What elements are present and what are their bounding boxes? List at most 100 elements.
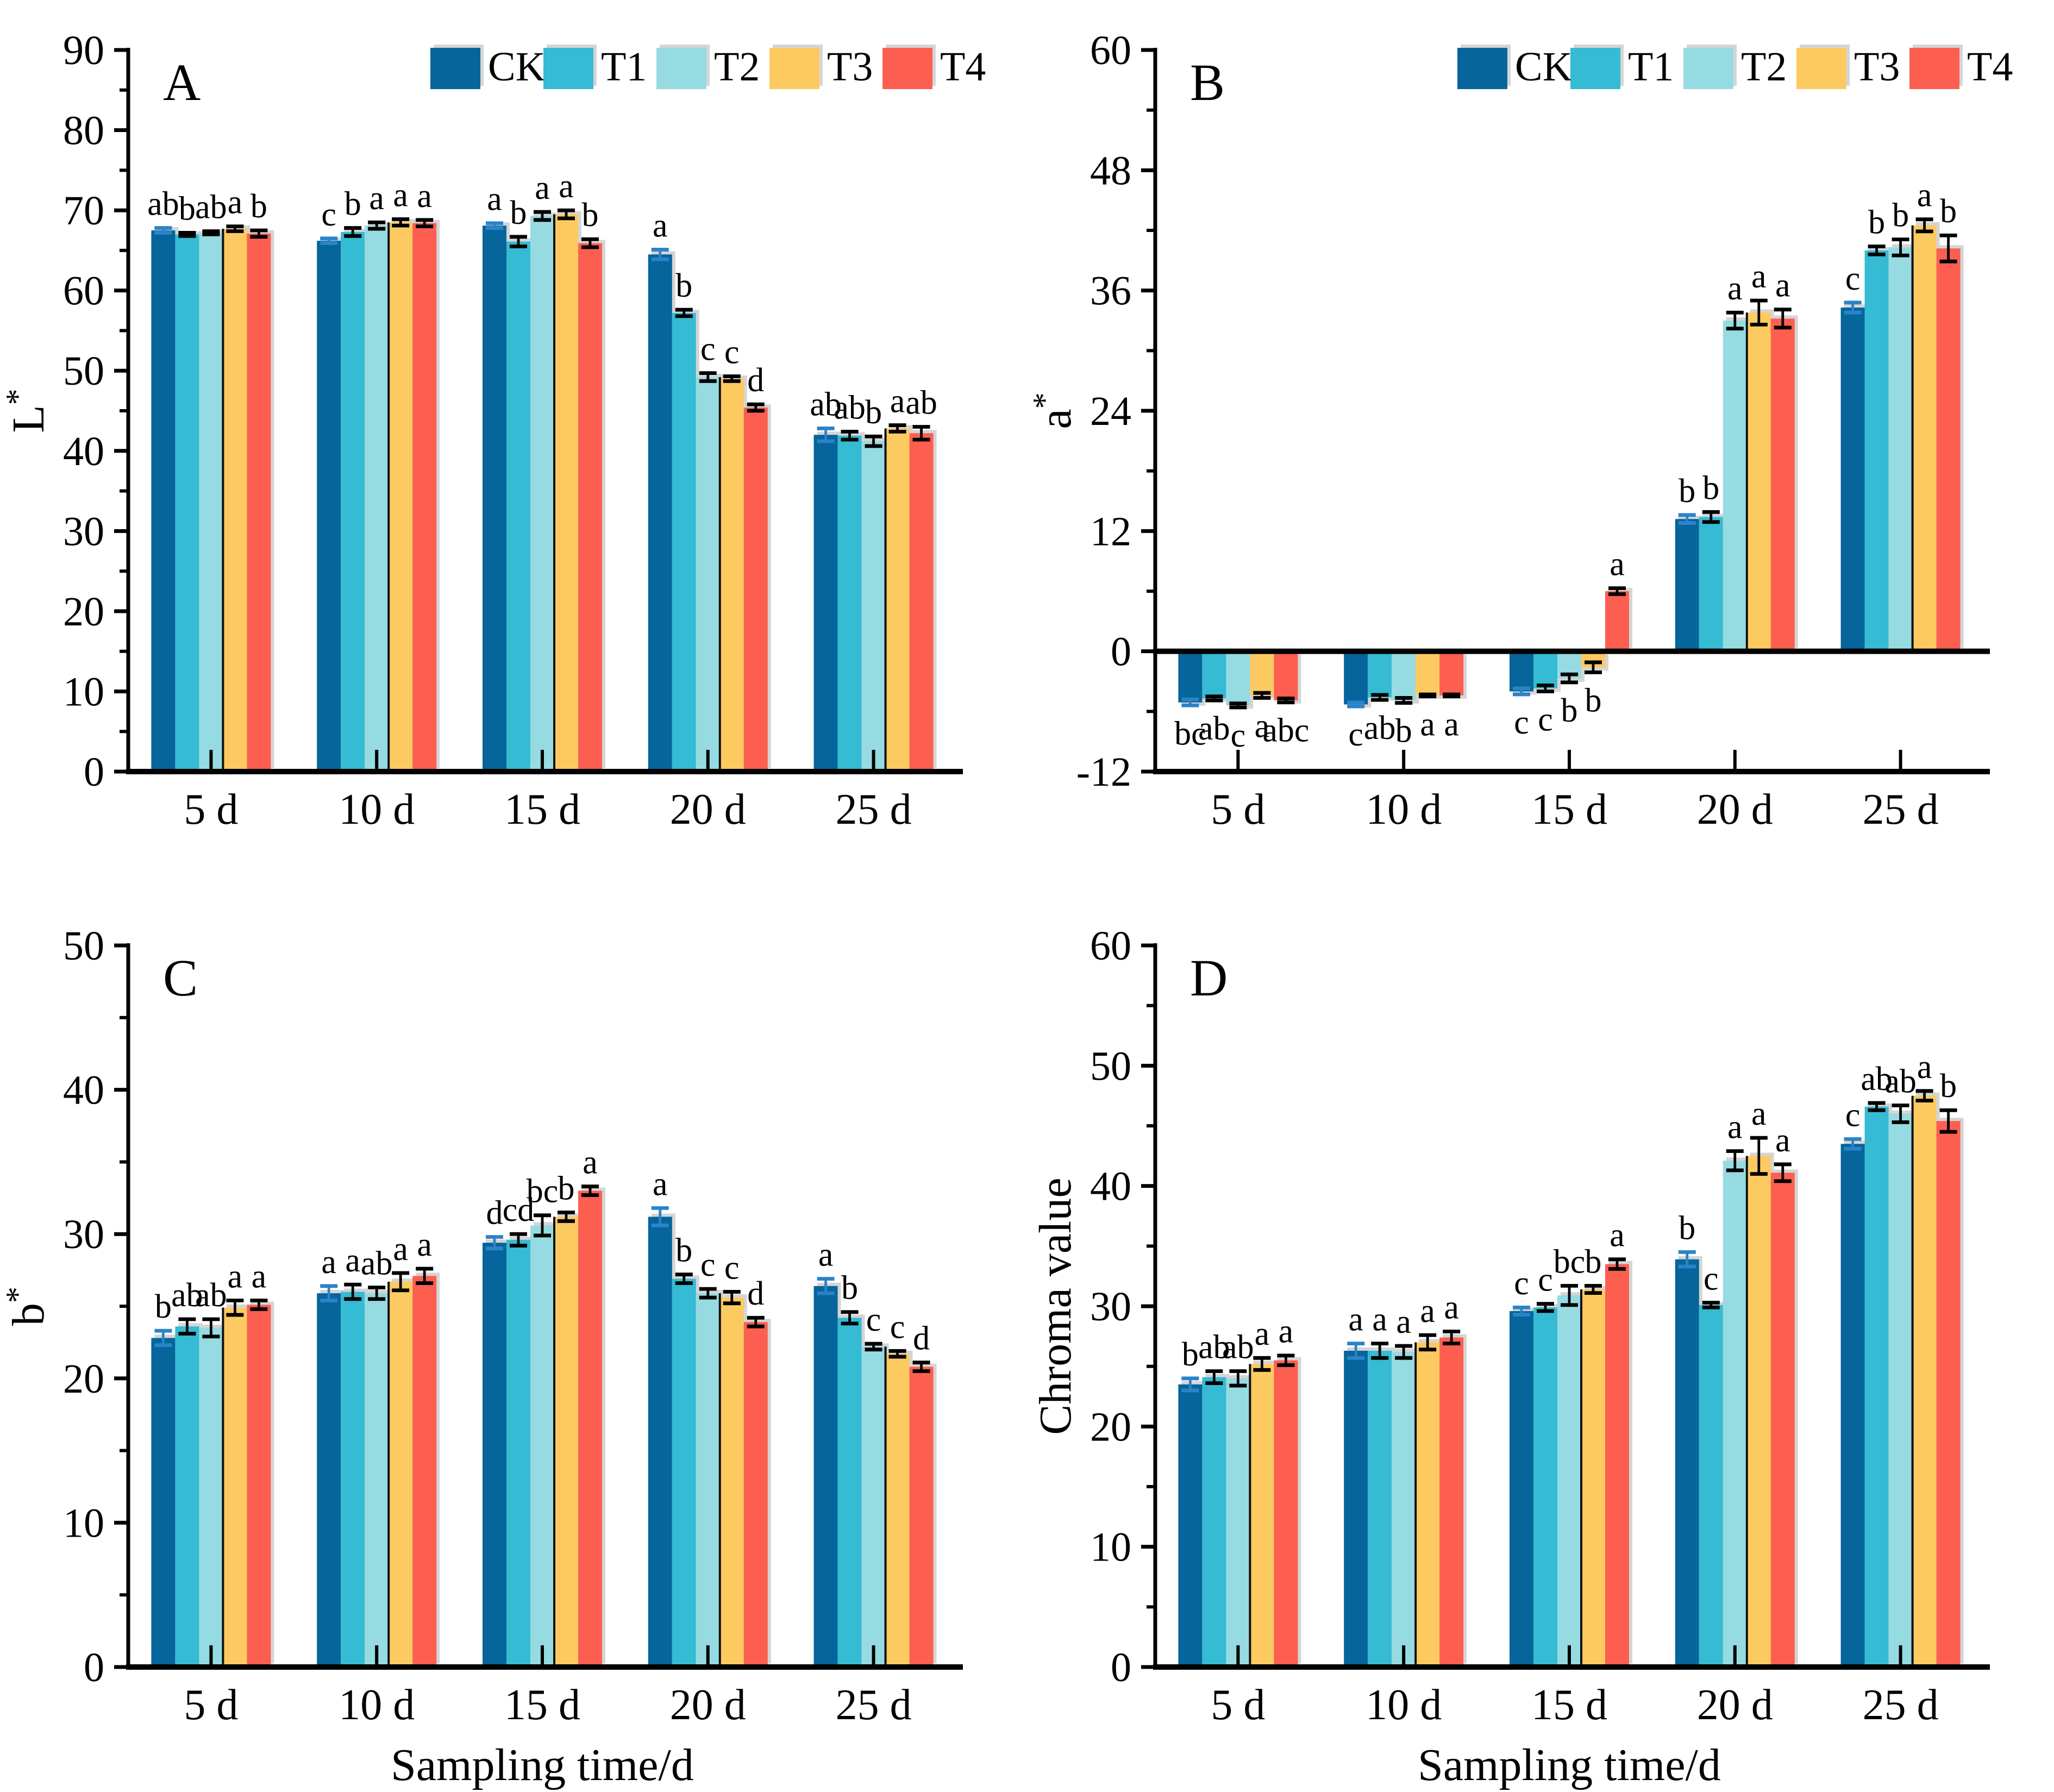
- legend-label-T2: T2: [714, 44, 760, 90]
- legend-label-CK: CK: [1515, 44, 1573, 90]
- sig-letter: b: [865, 394, 882, 431]
- bar-CK-25d: [813, 1286, 838, 1667]
- sig-letter: c: [1514, 1265, 1529, 1302]
- sig-letter: cd: [503, 1192, 535, 1229]
- sig-letter: a: [1610, 546, 1625, 582]
- sig-letter: b: [841, 1270, 858, 1307]
- legend-label-CK: CK: [488, 44, 546, 90]
- sig-letter: ab: [834, 389, 866, 426]
- bar-T2-5d: [199, 233, 223, 772]
- bar-T4-5d: [247, 1305, 271, 1667]
- sig-letter: c: [866, 1301, 881, 1338]
- sig-letter: c: [1845, 1096, 1861, 1133]
- y-tick-label: 80: [63, 108, 104, 154]
- y-tick-label: 60: [1090, 923, 1131, 969]
- bar-T1-10d: [1368, 1350, 1392, 1667]
- bar-T1-15d: [506, 1239, 530, 1667]
- bar-T1-5d: [1202, 651, 1226, 699]
- bar-T2-15d: [530, 1225, 554, 1667]
- x-tick-label: 10 d: [339, 1681, 415, 1729]
- sig-letter: b: [179, 190, 196, 227]
- bar-T4-5d: [247, 233, 271, 772]
- bar-CK-15d: [1510, 1311, 1533, 1667]
- legend-label-T1: T1: [1628, 44, 1674, 90]
- sig-letter: c: [321, 196, 336, 233]
- sig-letter: a: [1727, 270, 1743, 307]
- y-tick-label: 60: [63, 268, 104, 314]
- x-axis-title: Sampling time/d: [1418, 1740, 1721, 1790]
- bar-T1-25d: [1864, 1106, 1889, 1667]
- sig-letter: a: [417, 1226, 432, 1263]
- sig-letter: b: [345, 186, 361, 223]
- legend-swatch-T2: [1683, 48, 1733, 89]
- bar-T3-10d: [389, 1281, 413, 1667]
- sig-letter: b: [1395, 713, 1412, 750]
- bar-T1-20d: [1699, 1305, 1723, 1667]
- bar-T3-15d: [554, 214, 578, 772]
- sig-letter: ab: [195, 1277, 227, 1314]
- sig-letter: b: [675, 1232, 692, 1269]
- sig-letter: a: [1444, 1289, 1459, 1326]
- panel-letter: B: [1190, 53, 1225, 111]
- bar-T3-20d: [719, 1298, 744, 1667]
- y-tick-label: 10: [1090, 1525, 1131, 1570]
- sig-letter: ab: [905, 385, 937, 422]
- bar-T1-15d: [506, 241, 530, 772]
- legend-swatch-T1: [1570, 48, 1620, 89]
- y-tick-label: 20: [1090, 1404, 1131, 1450]
- sig-letter: c: [1231, 717, 1246, 754]
- bar-T4-10d: [412, 1276, 437, 1667]
- bar-CK-10d: [1344, 1350, 1368, 1667]
- sig-letter: c: [1538, 701, 1553, 738]
- x-tick-label: 10 d: [1366, 786, 1442, 834]
- y-tick-label: 30: [63, 509, 104, 554]
- x-tick-label: 15 d: [1531, 786, 1607, 834]
- legend-swatch-T3: [769, 48, 819, 89]
- y-tick-label: 50: [1090, 1043, 1131, 1089]
- bar-T2-20d: [696, 377, 720, 772]
- panel-letter: D: [1190, 949, 1228, 1007]
- legend-label-T4: T4: [1967, 44, 2013, 90]
- sig-letter: a: [417, 178, 432, 215]
- legend-label-T2: T2: [1741, 44, 1787, 90]
- bar-CK-25d: [813, 435, 838, 772]
- bar-T4-10d: [412, 223, 437, 772]
- x-tick-label: 10 d: [339, 786, 415, 834]
- sig-letter: a: [369, 180, 384, 217]
- sig-letter: a: [228, 1258, 243, 1295]
- bar-T4-20d: [1770, 318, 1795, 651]
- bar-T4-25d: [909, 433, 934, 772]
- x-tick-label: 15 d: [504, 786, 580, 834]
- sig-letter: b: [1892, 197, 1909, 234]
- bar-T1-15d: [1533, 651, 1557, 688]
- sig-letter: ab: [195, 189, 227, 225]
- sig-letter: ab: [1364, 710, 1396, 747]
- bar-T1-20d: [672, 1279, 696, 1667]
- bar-T4-25d: [909, 1367, 934, 1667]
- sig-letter: ab: [1222, 1329, 1254, 1366]
- sig-letter: a: [890, 383, 905, 420]
- sig-letter: a: [1610, 1217, 1625, 1254]
- legend-label-T3: T3: [827, 44, 873, 90]
- bar-T4-25d: [1936, 1121, 1961, 1667]
- sig-letter: a: [1255, 1315, 1270, 1352]
- bar-T4-10d: [1439, 651, 1464, 696]
- legend-label-T1: T1: [601, 44, 647, 90]
- bar-T2-15d: [1557, 1295, 1581, 1667]
- bar-T4-25d: [1936, 248, 1961, 651]
- y-tick-label: 40: [1090, 1164, 1131, 1210]
- bar-T3-5d: [223, 229, 247, 772]
- bar-T3-15d: [554, 1217, 578, 1667]
- bar-T3-25d: [1912, 225, 1937, 651]
- sig-letter: a: [653, 207, 668, 244]
- y-axis-title: L*: [0, 389, 54, 433]
- sig-letter: c: [1845, 260, 1861, 297]
- sig-letter: b: [1702, 469, 1719, 506]
- bar-T2-20d: [1723, 321, 1747, 651]
- sig-letter: a: [653, 1166, 668, 1202]
- sig-letter: a: [1775, 267, 1790, 304]
- legend-swatch-CK: [1457, 48, 1507, 89]
- bar-T1-5d: [1202, 1377, 1226, 1667]
